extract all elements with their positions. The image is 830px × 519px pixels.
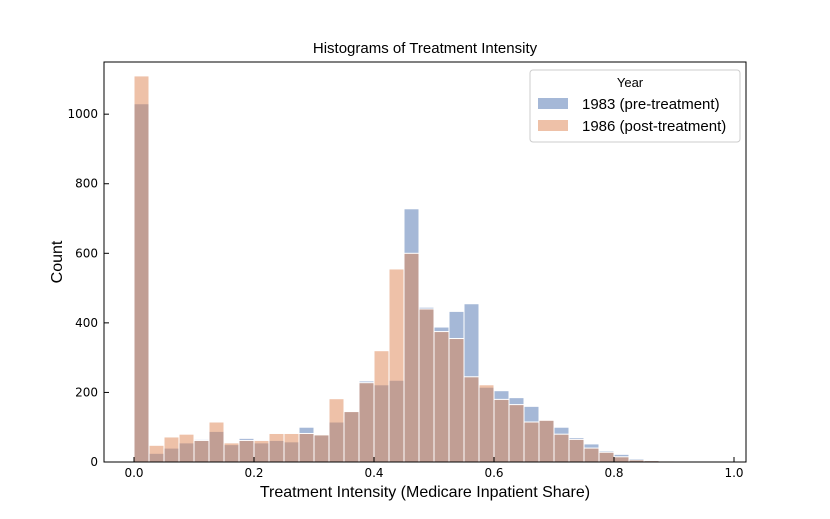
bar-post-0 <box>133 75 150 463</box>
bar-post-23 <box>478 384 495 463</box>
legend-label-0: 1983 (pre-treatment) <box>582 96 720 113</box>
legend: Year 1983 (pre-treatment) 1986 (post-treat… <box>529 69 741 143</box>
bar-post-31 <box>598 451 615 463</box>
y-tick-label: 600 <box>75 246 98 260</box>
x-tick-label: 1.0 <box>724 466 743 480</box>
bar-post-30 <box>583 447 600 463</box>
legend-label-1: 1986 (post-treatment) <box>582 118 726 135</box>
bar-post-9 <box>268 432 285 463</box>
bar-post-16 <box>373 350 390 463</box>
plot-frame <box>103 61 747 463</box>
bar-post-6 <box>223 442 240 463</box>
x-tick-label: 0.4 <box>364 466 383 480</box>
bar-post-3 <box>178 433 195 463</box>
bar-post-11 <box>298 432 315 463</box>
bar-post-14 <box>343 411 360 463</box>
x-tick-label: 0.0 <box>124 466 143 480</box>
legend-swatch-0 <box>538 98 568 109</box>
bar-post-26 <box>523 421 540 463</box>
x-tick-label: 0.8 <box>604 466 623 480</box>
bar-post-15 <box>358 382 375 463</box>
bar-post-12 <box>313 434 330 463</box>
bar-post-28 <box>553 433 570 463</box>
bar-post-22 <box>463 376 480 463</box>
x-tick-label: 0.6 <box>484 466 503 480</box>
axes-group: 0.0 0.2 0.4 0.6 0.8 1.0 0 200 400 600 800 1000 <box>67 61 747 480</box>
legend-box <box>529 69 741 143</box>
y-tick-label: 400 <box>75 316 98 330</box>
bar-post-5 <box>208 421 225 463</box>
y-tick-label: 200 <box>75 385 98 399</box>
bar-post-18 <box>403 252 420 463</box>
bar-post-19 <box>418 308 435 463</box>
x-axis-label: Treatment Intensity (Medicare Inpatient … <box>260 484 590 501</box>
bar-post-21 <box>448 338 465 463</box>
legend-title: Year <box>617 75 644 90</box>
chart-title: Histograms of Treatment Intensity <box>313 40 538 57</box>
x-tick-label: 0.2 <box>244 466 263 480</box>
bar-post-17 <box>388 268 405 463</box>
bar-post-7 <box>238 439 255 463</box>
bar-post-4 <box>193 439 210 463</box>
bar-post-20 <box>433 331 450 463</box>
y-tick-label: 0 <box>90 455 98 469</box>
bar-post-13 <box>328 398 345 463</box>
bar-post-8 <box>253 439 270 463</box>
legend-swatch-1 <box>538 120 568 131</box>
y-tick-label: 800 <box>75 177 98 191</box>
y-tick-label: 1000 <box>67 107 98 121</box>
bar-post-25 <box>508 404 525 463</box>
bar-post-27 <box>538 419 555 463</box>
y-axis-label: Count <box>49 240 66 283</box>
bar-post-32 <box>613 456 630 463</box>
bar-post-29 <box>568 438 585 463</box>
bar-post-24 <box>493 398 510 463</box>
bar-post-1 <box>148 444 165 463</box>
bar-post-2 <box>163 436 180 463</box>
bar-post-10 <box>283 432 300 463</box>
